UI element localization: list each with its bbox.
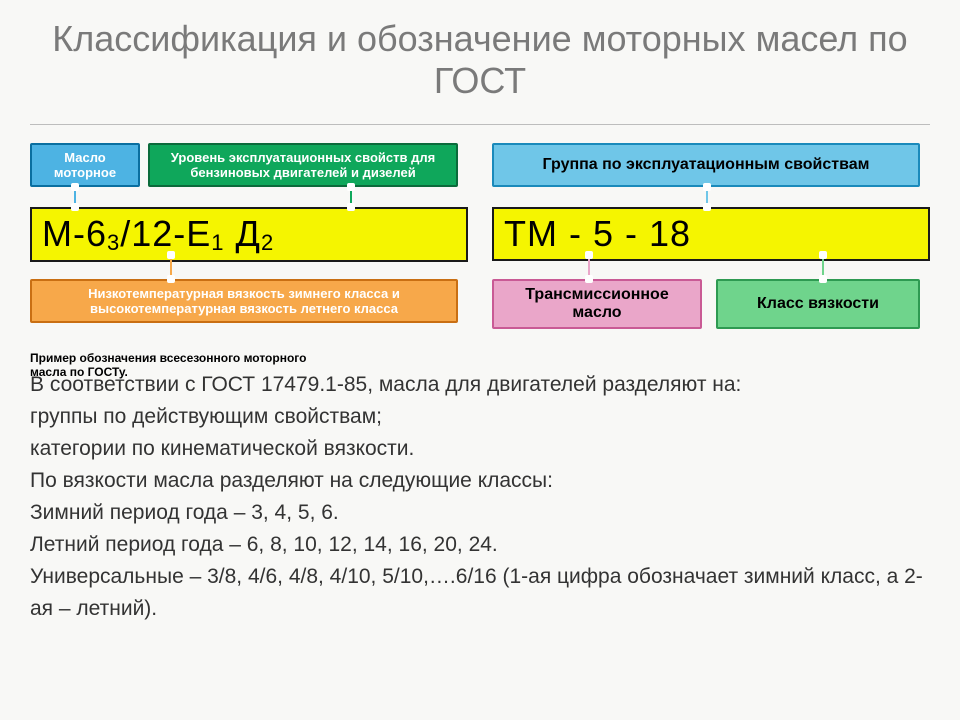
page-title: Классификация и обозначение моторных мас… bbox=[30, 18, 930, 102]
connector bbox=[706, 187, 708, 207]
body-line: Зимний период года – 3, 4, 5, 6. bbox=[30, 497, 930, 529]
divider bbox=[30, 124, 930, 125]
connector bbox=[350, 187, 352, 207]
connector bbox=[170, 255, 172, 279]
label-exploitation-group: Группа по эксплуатационным свойствам bbox=[492, 143, 920, 187]
label-viscosity: Низкотемпературная вязкость зимнего клас… bbox=[30, 279, 458, 323]
label-performance-level: Уровень эксплуатационных свойств для бен… bbox=[148, 143, 458, 187]
connector bbox=[588, 255, 590, 279]
body-line: Универсальные – 3/8, 4/6, 4/8, 4/10, 5/1… bbox=[30, 561, 930, 625]
label-motor-oil: Масло моторное bbox=[30, 143, 140, 187]
connector bbox=[822, 255, 824, 279]
label-transmission-oil: Трансмиссионное масло bbox=[492, 279, 702, 329]
body-line: группы по действующим свойствам; bbox=[30, 401, 930, 433]
connector bbox=[74, 187, 76, 207]
body-line: категории по кинематической вязкости. bbox=[30, 433, 930, 465]
body-text: В соответствии с ГОСТ 17479.1-85, масла … bbox=[30, 369, 930, 625]
body-line: Летний период года – 6, 8, 10, 12, 14, 1… bbox=[30, 529, 930, 561]
diagram-motor-oil: Масло моторноеУровень эксплуатационных с… bbox=[30, 143, 468, 343]
formula-transmission: ТМ - 5 - 18 bbox=[492, 207, 930, 261]
diagram-row: Масло моторноеУровень эксплуатационных с… bbox=[30, 143, 930, 343]
formula-motor: М-63/12-Е1 Д2 bbox=[30, 207, 468, 262]
caption-left: Пример обозначения всесезонного моторног… bbox=[30, 351, 330, 379]
diagram-transmission-oil: Группа по эксплуатационным свойствам ТМ -… bbox=[492, 143, 930, 343]
label-viscosity-class: Класс вязкости bbox=[716, 279, 920, 329]
body-line: По вязкости масла разделяют на следующие… bbox=[30, 465, 930, 497]
